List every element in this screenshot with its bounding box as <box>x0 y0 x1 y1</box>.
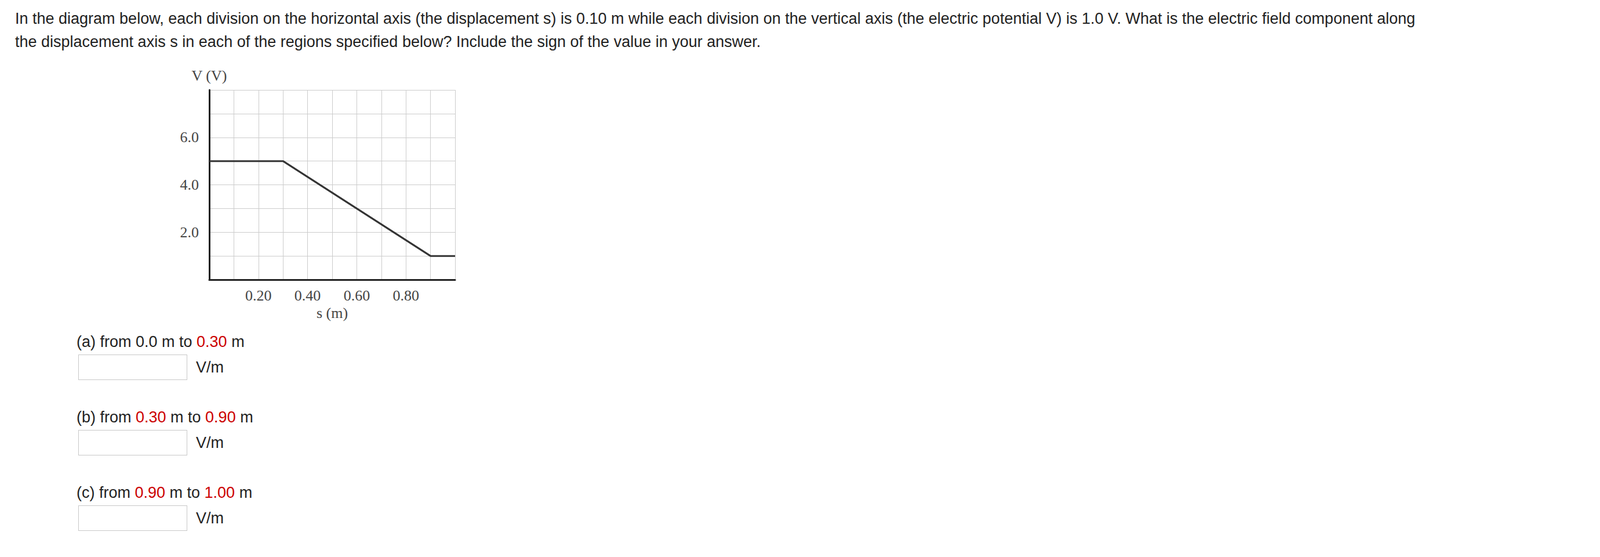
svg-text:0.40: 0.40 <box>294 286 322 304</box>
svg-text:V (V): V (V) <box>191 67 228 85</box>
svg-text:0.20: 0.20 <box>245 286 272 304</box>
svg-text:4.0: 4.0 <box>180 176 200 194</box>
html-text:In the diagram below, each div: In the diagram below, each division on t… <box>15 9 1416 28</box>
svg-text:2.0: 2.0 <box>180 223 200 241</box>
svg-text:0.60: 0.60 <box>343 286 371 304</box>
html-text:V/m: V/m <box>195 358 224 376</box>
svg-text:s (m): s (m) <box>316 304 348 322</box>
html-text:V/m: V/m <box>195 433 224 452</box>
html-text:the displacement axis s in eac: the displacement axis s in each of the r… <box>15 33 761 51</box>
html-text:(c) from 0.90 m to 1.00 m: (c) from 0.90 m to 1.00 m <box>76 483 253 501</box>
html-text:(b) from 0.30 m to 0.90 m: (b) from 0.30 m to 0.90 m <box>76 408 254 426</box>
html-text:V/m: V/m <box>195 508 224 527</box>
svg-text:0.80: 0.80 <box>392 286 420 304</box>
svg-text:6.0: 6.0 <box>180 128 200 146</box>
html-text:(a) from 0.0 m to 0.30 m: (a) from 0.0 m to 0.30 m <box>76 332 245 351</box>
